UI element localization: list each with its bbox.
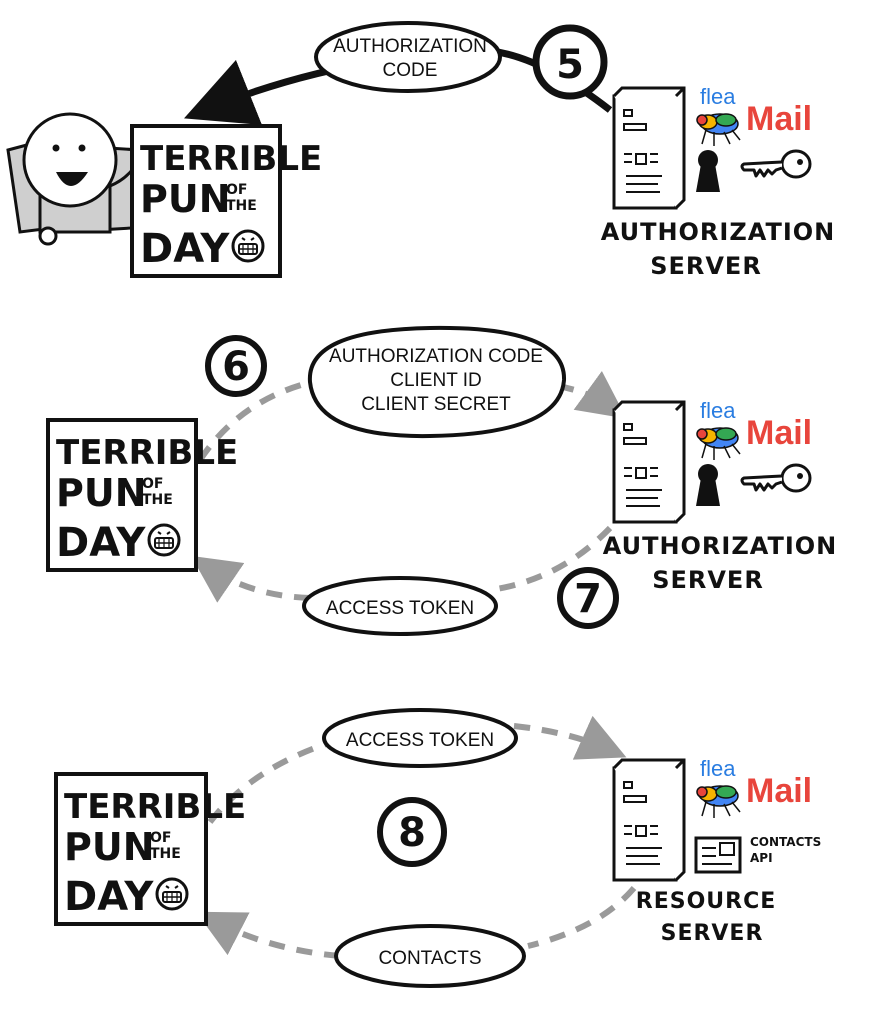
step-number: 5 xyxy=(556,42,584,88)
pun-app-card: TERRIBLE PUN OF THE DAY xyxy=(130,124,322,278)
contacts-label: CONTACTS xyxy=(378,948,481,969)
pun-line-the: THE xyxy=(150,846,181,862)
pun-line-of: OF xyxy=(226,182,247,198)
pun-line-day: DAY xyxy=(64,874,154,920)
user-character xyxy=(6,112,142,246)
credentials-line-2: CLIENT ID xyxy=(390,370,482,391)
step-number: 6 xyxy=(222,344,250,390)
brand-mail: Mail xyxy=(746,100,812,138)
step-8-badge: 8 xyxy=(377,797,447,867)
authorization-server: flea Mail AUTHORIZATION SERVER xyxy=(603,398,838,594)
brand-flea: flea xyxy=(700,398,736,423)
access-token-pill: ACCESS TOKEN xyxy=(302,576,498,636)
flea-bug-icon xyxy=(696,427,741,461)
panel-1-authorization-code: AUTHORIZATION CODE 5 TERRIBLE PUN OF TH xyxy=(6,21,836,280)
step-6-badge: 6 xyxy=(205,335,267,397)
pun-line-pun: PUN xyxy=(64,825,155,869)
step-7-badge: 7 xyxy=(557,567,619,629)
pun-app-card: TERRIBLE PUN OF THE DAY xyxy=(46,418,238,572)
keyhole-icon xyxy=(696,150,720,192)
step-5-badge: 5 xyxy=(532,24,608,100)
credentials-pill: AUTHORIZATION CODE CLIENT ID CLIENT SECR… xyxy=(307,325,567,439)
flea-bug-icon xyxy=(696,113,741,147)
resource-server: flea Mail CONTACTS API RESOURCE SERVER xyxy=(612,756,821,946)
pun-line-day: DAY xyxy=(140,226,230,272)
access-token-label: ACCESS TOKEN xyxy=(346,730,494,751)
server-tower-icon xyxy=(612,86,686,210)
response-arrow xyxy=(206,525,613,598)
server-label-line-2: SERVER xyxy=(652,566,764,594)
pun-line-the: THE xyxy=(142,492,173,508)
key-icon xyxy=(740,463,812,493)
authorization-code-pill: AUTHORIZATION CODE xyxy=(314,21,502,93)
grimace-icon xyxy=(231,229,265,263)
brand-flea: flea xyxy=(700,84,736,109)
contacts-api-card-icon xyxy=(694,836,742,874)
pun-line-terrible: TERRIBLE xyxy=(64,787,246,827)
credentials-line-1: AUTHORIZATION CODE xyxy=(329,346,543,367)
pun-line-of: OF xyxy=(150,830,171,846)
panel-2-token-exchange: 6 AUTHORIZATION CODE CLIENT ID CLIENT SE… xyxy=(46,325,838,636)
pun-line-pun: PUN xyxy=(140,177,231,221)
step-number: 8 xyxy=(398,810,426,856)
access-token-request-arrow xyxy=(207,726,610,824)
credentials-line-3: CLIENT SECRET xyxy=(361,394,511,415)
pun-line-of: OF xyxy=(142,476,163,492)
brand-mail: Mail xyxy=(746,772,812,810)
key-icon xyxy=(740,149,812,179)
brand-flea: flea xyxy=(700,756,736,781)
pun-line-the: THE xyxy=(226,198,257,214)
contacts-api-line-2: API xyxy=(750,851,773,865)
keyhole-icon xyxy=(696,464,720,506)
authorization-server: flea Mail AUTHORIZATION SERVER xyxy=(601,84,836,280)
server-label-line-1: RESOURCE xyxy=(636,889,777,914)
grimace-icon xyxy=(155,877,189,911)
contacts-api-line-1: CONTACTS xyxy=(750,835,821,849)
pun-line-terrible: TERRIBLE xyxy=(140,139,322,179)
access-token-label: ACCESS TOKEN xyxy=(326,598,474,619)
pun-app-card: TERRIBLE PUN OF THE DAY xyxy=(54,772,246,926)
pun-line-terrible: TERRIBLE xyxy=(56,433,238,473)
server-label-line-2: SERVER xyxy=(650,252,762,280)
server-tower-icon xyxy=(612,400,686,524)
pill-line-1: AUTHORIZATION xyxy=(333,36,487,57)
server-label-line-1: AUTHORIZATION xyxy=(603,532,838,560)
flea-bug-icon xyxy=(696,785,741,819)
step-number: 7 xyxy=(574,576,602,622)
server-label-line-1: AUTHORIZATION xyxy=(601,218,836,246)
panel-3-resource-request: ACCESS TOKEN 8 TERRIBLE PUN OF THE DAY C… xyxy=(54,708,821,988)
pun-line-day: DAY xyxy=(56,520,146,566)
grimace-icon xyxy=(147,523,181,557)
access-token-pill: ACCESS TOKEN xyxy=(322,708,518,768)
server-label-line-2: SERVER xyxy=(661,921,764,946)
server-tower-icon xyxy=(612,758,686,882)
pun-line-pun: PUN xyxy=(56,471,147,515)
contacts-pill: CONTACTS xyxy=(334,924,526,988)
brand-mail: Mail xyxy=(746,414,812,452)
contacts-response-arrow xyxy=(212,888,637,959)
pill-line-2: CODE xyxy=(383,60,438,81)
